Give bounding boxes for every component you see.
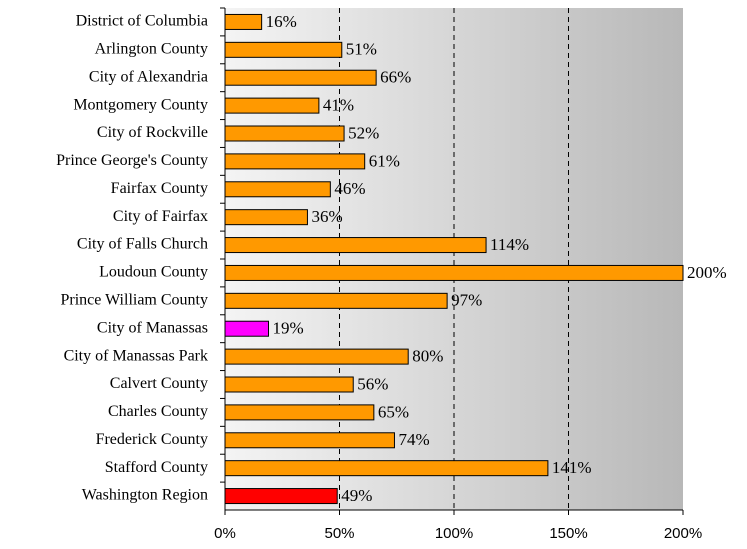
data-label: 16% bbox=[266, 12, 297, 31]
y-tick-label: City of Manassas Park bbox=[64, 347, 208, 364]
data-label: 65% bbox=[378, 402, 409, 421]
y-tick-label: City of Alexandria bbox=[89, 68, 208, 85]
bar bbox=[224, 348, 409, 365]
data-label: 49% bbox=[341, 486, 372, 505]
data-label: 19% bbox=[273, 319, 304, 338]
data-label: 41% bbox=[323, 96, 354, 115]
y-tick-label: City of Manassas bbox=[97, 319, 208, 336]
y-tick-label: City of Fairfax bbox=[113, 208, 208, 225]
x-tick-label: 100% bbox=[435, 525, 473, 542]
bar bbox=[224, 13, 263, 30]
bar bbox=[224, 41, 343, 58]
y-tick-label: Frederick County bbox=[96, 431, 208, 448]
data-label: 46% bbox=[334, 179, 365, 198]
bar bbox=[224, 404, 375, 421]
bar bbox=[224, 292, 448, 309]
y-tick-label: City of Rockville bbox=[97, 124, 208, 141]
x-tick-label: 50% bbox=[324, 525, 354, 542]
y-tick-label: District of Columbia bbox=[76, 13, 208, 30]
bar bbox=[224, 460, 549, 477]
y-tick-label: Stafford County bbox=[105, 459, 208, 476]
bar bbox=[224, 125, 345, 142]
y-tick-label: Loudoun County bbox=[99, 264, 208, 281]
x-tick-label: 150% bbox=[549, 525, 587, 542]
data-label: 74% bbox=[398, 430, 429, 449]
bar bbox=[224, 264, 684, 281]
y-tick-label: Prince George's County bbox=[56, 152, 208, 169]
bar bbox=[224, 320, 270, 337]
y-tick-label: Prince William County bbox=[61, 292, 209, 309]
y-tick-label: Calvert County bbox=[110, 375, 208, 392]
data-label: 114% bbox=[490, 235, 529, 254]
y-tick-label: Montgomery County bbox=[73, 96, 208, 113]
bar bbox=[224, 488, 338, 505]
bar bbox=[224, 181, 331, 198]
data-label: 36% bbox=[311, 207, 342, 226]
data-label: 80% bbox=[412, 347, 443, 366]
y-tick-label: Fairfax County bbox=[111, 180, 208, 197]
y-tick-label: Arlington County bbox=[95, 41, 208, 58]
data-label: 141% bbox=[552, 458, 592, 477]
x-tick-label: 200% bbox=[664, 525, 702, 542]
bar bbox=[224, 237, 487, 254]
bar bbox=[224, 432, 395, 449]
bar bbox=[224, 376, 354, 393]
x-tick-label: 0% bbox=[214, 525, 236, 542]
y-tick-label: Charles County bbox=[108, 403, 208, 420]
data-label: 51% bbox=[346, 40, 377, 59]
bar bbox=[224, 153, 366, 170]
bar bbox=[224, 69, 377, 86]
data-label: 97% bbox=[451, 291, 482, 310]
data-label: 66% bbox=[380, 68, 411, 87]
data-label: 52% bbox=[348, 123, 379, 142]
y-tick-label: City of Falls Church bbox=[77, 236, 208, 253]
data-label: 56% bbox=[357, 374, 388, 393]
data-label: 61% bbox=[369, 151, 400, 170]
bar bbox=[224, 209, 308, 226]
y-tick-label: Washington Region bbox=[82, 487, 208, 504]
data-label: 200% bbox=[687, 263, 727, 282]
bar bbox=[224, 97, 320, 114]
